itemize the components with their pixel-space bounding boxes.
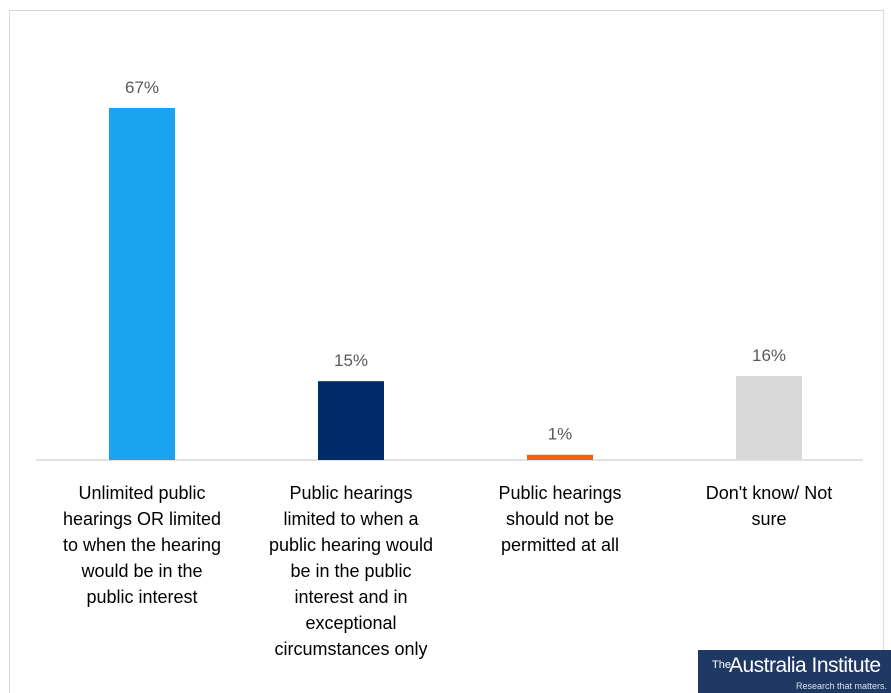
category-label-line: public interest <box>86 587 198 607</box>
category-label-line: Don't know/ Not <box>705 483 833 503</box>
category-label-line: be in the public <box>290 561 412 581</box>
australia-institute-logo: The Australia Institute Research that ma… <box>698 650 891 693</box>
category-label-2: Public hearings limited to when a public h… <box>246 480 456 662</box>
category-label-line: hearings OR limited <box>62 509 222 529</box>
category-label-line: should not be <box>505 509 615 529</box>
category-label-4: Don't know/ Not sure <box>664 480 874 532</box>
logo-tagline: Research that matters. <box>796 681 888 691</box>
category-label-line: circumstances only <box>274 639 428 659</box>
bar-3 <box>527 454 593 460</box>
category-label-line: Public hearings <box>498 483 622 503</box>
category-label-line: public hearing would <box>268 535 434 555</box>
value-label-3: 1% <box>548 425 573 444</box>
bar-2 <box>318 381 384 460</box>
category-label-line: permitted at all <box>500 535 620 555</box>
category-label-line: sure <box>751 509 787 529</box>
value-label-4: 16% <box>752 346 786 365</box>
value-label-2: 15% <box>334 351 368 370</box>
category-label-line: exceptional <box>305 613 397 633</box>
value-label-1: 67% <box>125 78 159 97</box>
category-label-line: interest and in <box>294 587 408 607</box>
category-label-line: to when the hearing <box>62 535 222 555</box>
category-label-line: Unlimited public <box>78 483 206 503</box>
bar-4 <box>736 375 802 460</box>
category-label-line: limited to when a <box>283 509 419 529</box>
logo-name: Australia Institute <box>729 654 881 677</box>
category-label-1: Unlimited public hearings OR limited to wh… <box>37 480 247 610</box>
logo-sup-text: The <box>712 659 731 671</box>
bar-1 <box>109 108 175 460</box>
chart-frame <box>9 10 884 693</box>
category-label-3: Public hearings should not be permitted at… <box>455 480 665 558</box>
category-label-line: Public hearings <box>289 483 413 503</box>
category-label-line: would be in the <box>81 561 203 581</box>
